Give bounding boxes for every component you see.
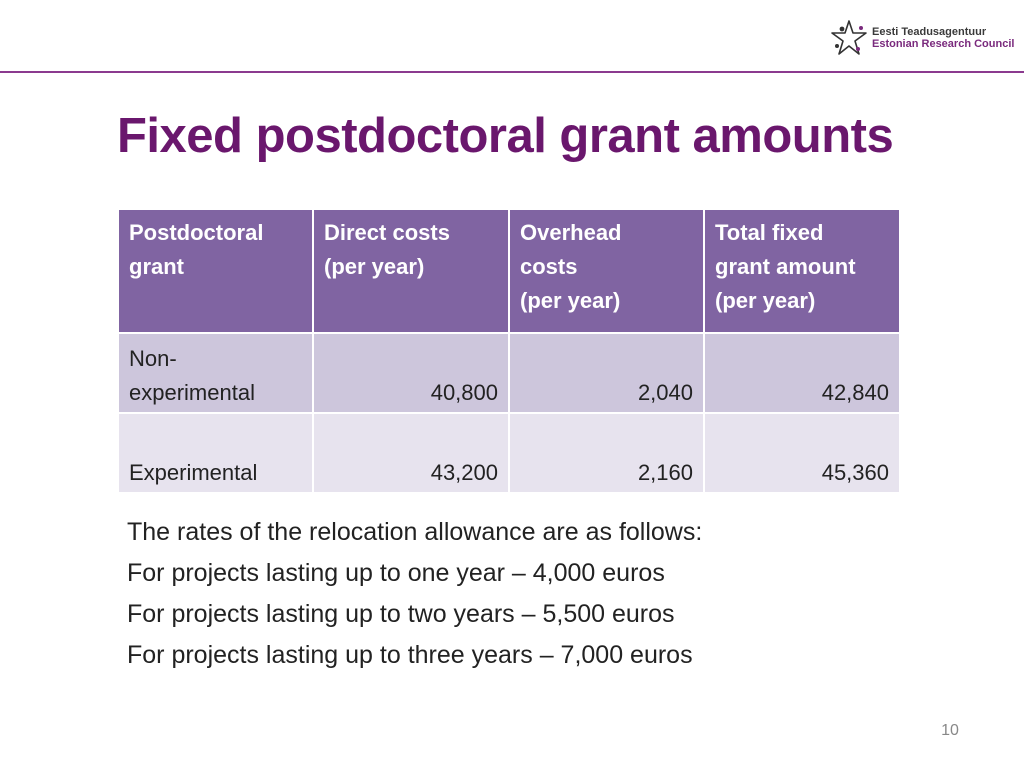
header-postdoctoral-grant: Postdoctoral grant [117, 208, 314, 334]
header-line: (per year) [520, 288, 621, 313]
note-three-years: For projects lasting up to three years –… [127, 641, 693, 669]
header-overhead-costs: Overhead costs (per year) [508, 208, 705, 334]
overhead-costs-value: 2,160 [508, 412, 705, 494]
relocation-allowance-notes: The rates of the relocation allowance ar… [127, 512, 927, 676]
header-line: grant amount [715, 254, 856, 279]
row-label-line: Experimental [129, 460, 258, 485]
row-label-line: experimental [129, 380, 255, 405]
header-line: (per year) [715, 288, 816, 313]
total-amount-value: 45,360 [703, 412, 901, 494]
header-line: Overhead [520, 220, 622, 245]
header-line: grant [129, 254, 184, 279]
logo-line-english: Estonian Research Council [872, 38, 1015, 50]
slide-title: Fixed postdoctoral grant amounts [117, 109, 894, 163]
row-label: Experimental [117, 412, 314, 494]
note-two-years: For projects lasting up to two years – 5… [127, 600, 675, 628]
notes-intro: The rates of the relocation allowance ar… [127, 518, 703, 546]
header-total-fixed-amount: Total fixed grant amount (per year) [703, 208, 901, 334]
header-line: costs [520, 254, 578, 279]
header-line: Direct costs [324, 220, 450, 245]
header-divider [0, 71, 1024, 73]
header-direct-costs: Direct costs (per year) [312, 208, 510, 334]
row-label: Non- experimental [117, 332, 314, 414]
grant-amounts-table: Postdoctoral grant Direct costs (per yea… [117, 208, 901, 494]
star-logo-icon [831, 20, 867, 55]
table-row-non-experimental: Non- experimental 40,800 2,040 42,840 [117, 332, 901, 414]
direct-costs-value: 40,800 [312, 332, 510, 414]
direct-costs-value: 43,200 [312, 412, 510, 494]
estonian-research-council-logo: Eesti Teadusagentuur Estonian Research C… [830, 18, 1014, 58]
note-one-year: For projects lasting up to one year – 4,… [127, 559, 665, 587]
table-header-row: Postdoctoral grant Direct costs (per yea… [117, 208, 901, 334]
header-line: Total fixed [715, 220, 824, 245]
total-amount-value: 42,840 [703, 332, 901, 414]
header-line: Postdoctoral [129, 220, 264, 245]
table-row-experimental: Experimental 43,200 2,160 45,360 [117, 412, 901, 494]
header-line: (per year) [324, 254, 425, 279]
row-label-line: Non- [129, 346, 177, 371]
page-number: 10 [941, 722, 959, 739]
overhead-costs-value: 2,040 [508, 332, 705, 414]
logo-line-estonian: Eesti Teadusagentuur [872, 26, 987, 38]
